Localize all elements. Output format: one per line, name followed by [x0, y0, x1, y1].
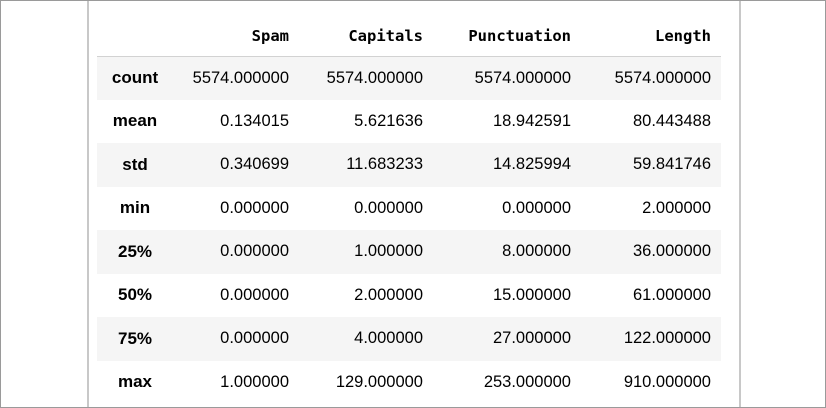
table-cell: 5574.000000 [614, 68, 711, 87]
column-header-capitals: Capitals [299, 16, 433, 57]
table-cell: 910.000000 [623, 372, 711, 391]
table-cell: 11.683233 [346, 155, 423, 174]
table-cell: 8.000000 [502, 242, 571, 261]
table-cell: 59.841746 [633, 155, 711, 174]
table-cell: 253.000000 [483, 372, 571, 391]
table-cell: 27.000000 [493, 329, 571, 348]
row-label: std [122, 154, 148, 174]
cell-left-border [87, 1, 89, 407]
table-row-min: min 0.000000 0.000000 0.000000 2.000000 [97, 187, 721, 231]
table-cell: 15.000000 [493, 285, 571, 304]
row-label: count [111, 68, 159, 87]
table-cell: 0.000000 [220, 242, 289, 261]
row-label: 50% [117, 285, 153, 305]
table-cell: 5574.000000 [192, 68, 289, 87]
table-cell: 1.000000 [220, 372, 289, 391]
column-header-length: Length [581, 16, 721, 57]
table-cell: 80.443488 [633, 111, 711, 130]
table-cell: 0.000000 [502, 198, 571, 217]
table-cell: 5.621636 [354, 111, 423, 130]
table-header-row: Spam Capitals Punctuation Length [97, 16, 721, 57]
row-label: 25% [117, 241, 153, 261]
table-cell: 36.000000 [633, 242, 711, 261]
table-row-50pct: 50% 0.000000 2.000000 15.000000 61.00000… [97, 274, 721, 318]
row-label: mean [112, 111, 158, 131]
table-cell: 0.340699 [220, 155, 289, 174]
table-row-25pct: 25% 0.000000 1.000000 8.000000 36.000000 [97, 230, 721, 274]
table-cell: 5574.000000 [474, 68, 571, 87]
index-header-blank [97, 16, 173, 57]
row-label: min [119, 198, 151, 218]
table-cell: 4.000000 [354, 329, 423, 348]
table-row-75pct: 75% 0.000000 4.000000 27.000000 122.0000… [97, 317, 721, 361]
cell-right-border [739, 1, 741, 407]
table-cell: 122.000000 [623, 329, 711, 348]
table-row-count: count 5574.000000 5574.000000 5574.00000… [97, 56, 721, 100]
table-cell: 1.000000 [354, 242, 423, 261]
table-cell: 0.000000 [220, 285, 289, 304]
table-cell: 14.825994 [493, 155, 571, 174]
describe-dataframe-table: Spam Capitals Punctuation Length count 5… [97, 16, 721, 404]
table-cell: 129.000000 [335, 372, 423, 391]
row-label: max [117, 372, 153, 392]
table-cell: 2.000000 [354, 285, 423, 304]
table-cell: 0.134015 [220, 111, 289, 130]
table-cell: 61.000000 [633, 285, 711, 304]
table-cell: 2.000000 [642, 198, 711, 217]
table-row-mean: mean 0.134015 5.621636 18.942591 80.4434… [97, 100, 721, 144]
table-cell: 0.000000 [220, 329, 289, 348]
table-cell: 0.000000 [354, 198, 423, 217]
column-header-punctuation: Punctuation [433, 16, 581, 57]
row-label: 75% [117, 328, 153, 348]
column-header-spam: Spam [173, 16, 299, 57]
table-cell: 18.942591 [493, 111, 571, 130]
table-row-max: max 1.000000 129.000000 253.000000 910.0… [97, 361, 721, 405]
table-row-std: std 0.340699 11.683233 14.825994 59.8417… [97, 143, 721, 187]
table-cell: 0.000000 [220, 198, 289, 217]
table-cell: 5574.000000 [326, 68, 423, 87]
